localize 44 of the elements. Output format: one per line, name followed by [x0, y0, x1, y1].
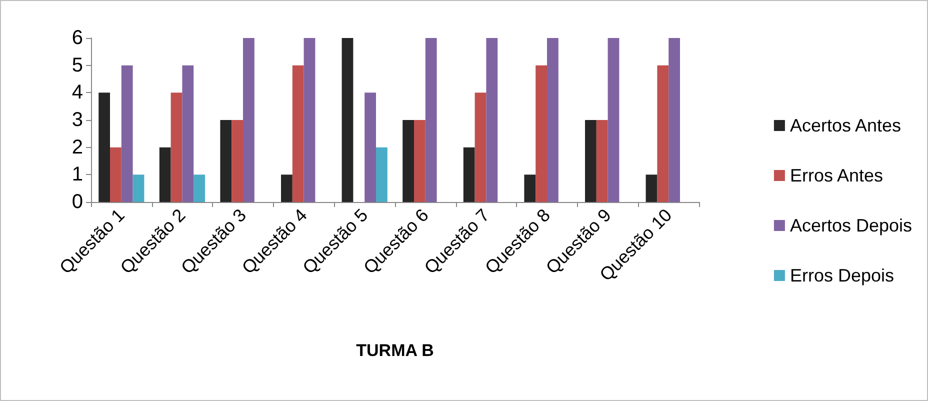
y-tick-label: 1	[72, 164, 83, 186]
bar	[110, 147, 122, 202]
bar	[243, 38, 254, 202]
bar	[364, 92, 376, 202]
legend-label: Acertos Antes	[790, 116, 902, 136]
bar	[182, 65, 194, 202]
y-tick-label: 3	[72, 109, 83, 131]
bar	[608, 38, 620, 202]
y-tick-label: 6	[72, 27, 83, 49]
x-axis-title: TURMA B	[356, 341, 434, 360]
bar	[304, 38, 316, 202]
bar	[402, 120, 414, 202]
y-tick-label: 2	[72, 136, 83, 158]
bar	[281, 174, 292, 202]
bar	[342, 38, 354, 202]
bar	[232, 120, 243, 202]
y-tick-label: 4	[72, 82, 83, 104]
y-tick-label: 0	[72, 191, 83, 213]
bar	[463, 147, 475, 202]
bar	[646, 174, 658, 202]
bar	[159, 147, 171, 202]
bar	[425, 38, 437, 202]
bar	[170, 92, 182, 202]
bar	[668, 38, 680, 202]
bar	[474, 92, 486, 202]
bar	[98, 92, 110, 202]
bar	[376, 147, 388, 202]
bar	[536, 65, 547, 202]
bar	[486, 38, 498, 202]
y-tick-label: 5	[72, 54, 83, 76]
bar	[657, 65, 669, 202]
legend-label: Erros Antes	[790, 166, 883, 186]
bar	[194, 174, 205, 202]
bar	[220, 120, 232, 202]
bar	[121, 65, 133, 202]
legend-label: Acertos Depois	[790, 216, 912, 236]
bar	[414, 120, 426, 202]
bar	[524, 174, 536, 202]
bar	[596, 120, 608, 202]
bar	[132, 174, 144, 202]
legend-label: Erros Depois	[790, 266, 894, 286]
bar	[292, 65, 304, 202]
bar	[547, 38, 558, 202]
bar	[585, 120, 596, 202]
